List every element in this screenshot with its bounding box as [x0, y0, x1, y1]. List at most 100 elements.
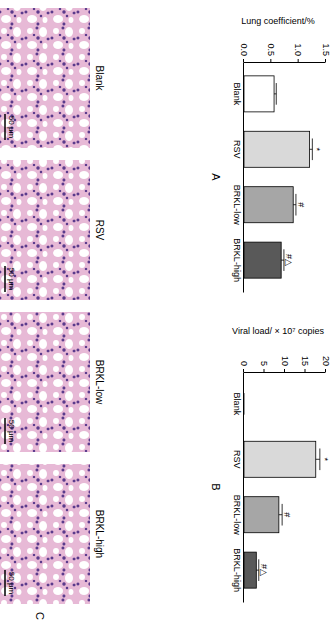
tick: Blank [232, 393, 242, 416]
tick-mark [305, 369, 306, 372]
tick-mark [243, 59, 244, 62]
tick-label: 1.0 [293, 43, 303, 56]
error-bar [256, 559, 258, 581]
error-stem [279, 514, 282, 515]
error-stem [310, 149, 313, 150]
bar-chart: * # #△ 0 5 10 15 20 Blank RSV BRKL-low BRKL-high Vir… [232, 326, 331, 603]
panel-label: C [34, 612, 46, 620]
error-bar [281, 249, 284, 271]
bar [244, 131, 310, 167]
tick-mark [284, 369, 285, 372]
plot-area [244, 393, 320, 588]
bar-chart: *##△0.00.51.01.5BlankRSVBRKL-lowBRKL-hig… [232, 16, 331, 293]
panel-title: Blank [94, 65, 105, 91]
y-axis: 0 5 10 15 20 [239, 356, 331, 373]
tick-mark [325, 59, 326, 62]
tick: BRKL-low [232, 495, 242, 536]
tick-label: 20 [321, 356, 331, 366]
tick: 1.0 [293, 43, 303, 62]
error-bar [274, 83, 276, 105]
bar [244, 242, 281, 278]
bar [244, 386, 245, 422]
tick-mark [325, 369, 326, 372]
tick: RSV [232, 140, 242, 159]
tick: 10 [280, 356, 290, 372]
tick-mark [243, 369, 244, 372]
tick: 15 [300, 356, 310, 372]
x-axis: BlankRSVBRKL-lowBRKL-high [232, 63, 244, 293]
panel-label: B [210, 483, 222, 490]
tick-mark [298, 59, 299, 62]
tissue-image [0, 464, 90, 604]
bar [244, 497, 279, 533]
bar [244, 441, 316, 477]
axis-line [244, 62, 326, 63]
annotation: # [296, 202, 306, 207]
scale-bar [4, 570, 6, 596]
bar [244, 187, 293, 223]
axis-line [244, 372, 326, 373]
tick-label: BRKL-low [232, 185, 242, 226]
tick-label: Blank [232, 83, 242, 106]
error-cap [244, 393, 245, 415]
y-axis: 0.0 0.5 1.0 1.5 [239, 43, 331, 62]
tick: 0.5 [266, 43, 276, 62]
histology-panel: BRKL-high50 μm [0, 464, 105, 604]
tick-label: RSV [232, 450, 242, 469]
scale-bar-label: 50 μm [7, 116, 16, 139]
plot-area [244, 76, 312, 278]
panel-title: BRKL-low [94, 360, 105, 405]
tick-label: 1.5 [321, 43, 331, 56]
axis-title: Viral load/ × 10⁷ copies [232, 326, 324, 336]
scale-bar [4, 114, 6, 140]
annotation: #△ [259, 564, 269, 576]
panel-label: A [210, 173, 222, 181]
error-bar [244, 393, 245, 415]
error-bar [310, 138, 313, 160]
error-cap [276, 83, 277, 105]
tissue-image [0, 312, 90, 452]
figure: * # #△ 0.0 0.5 1.0 1.5 Blank RSV BRKL-low BRKL-hig… [0, 0, 336, 628]
bar [244, 552, 256, 588]
tick: Blank [232, 83, 242, 106]
error-bar [293, 194, 296, 216]
error-stem [281, 260, 284, 261]
histology-panel: Blank 50 μm [0, 8, 105, 148]
tick: 0 [239, 361, 249, 372]
panel-title: RSV [94, 220, 105, 241]
scale-bar-label: 50 μm [7, 420, 16, 443]
tissue-image [0, 160, 90, 300]
tick-label: RSV [232, 140, 242, 159]
tick: 5 [259, 361, 269, 372]
axis-title: Lung coefficient/% [241, 16, 314, 26]
error-stem [316, 459, 320, 460]
annotation: # [282, 512, 292, 517]
scale-bar-label: 50 μm [7, 268, 16, 291]
tick: RSV [232, 450, 242, 469]
axis-line [243, 63, 244, 293]
tick-label: 10 [280, 356, 290, 366]
tick-mark [264, 369, 265, 372]
scale-bar [4, 266, 6, 292]
tick: 1.5 [321, 43, 331, 62]
tick: 20 [321, 356, 331, 372]
error-bar [279, 504, 282, 526]
annotation: * [320, 458, 330, 462]
tick-mark [270, 59, 271, 62]
tick-label: 0 [239, 361, 249, 366]
rotated-figure: * # #△ 0.0 0.5 1.0 1.5 Blank RSV BRKL-low BRKL-hig… [0, 8, 331, 620]
annotation: #△ [284, 254, 294, 266]
histology-panel: BRKL-low 50 μm [0, 312, 105, 452]
bar [244, 76, 274, 112]
annotation: * [312, 148, 322, 152]
tick-label: BRKL-low [232, 495, 242, 536]
tick: BRKL-high [232, 548, 242, 592]
tissue-image [0, 8, 90, 148]
tick: 0.0 [239, 43, 249, 62]
histology-panel: RSV 50 μm [0, 160, 105, 300]
x-axis: Blank RSV BRKL-low BRKL-high [232, 373, 244, 603]
axis-line [243, 373, 244, 603]
tick: BRKL-low [232, 185, 242, 226]
scale-bar-label: 50 μm [7, 572, 16, 595]
scale-bar [4, 418, 6, 444]
